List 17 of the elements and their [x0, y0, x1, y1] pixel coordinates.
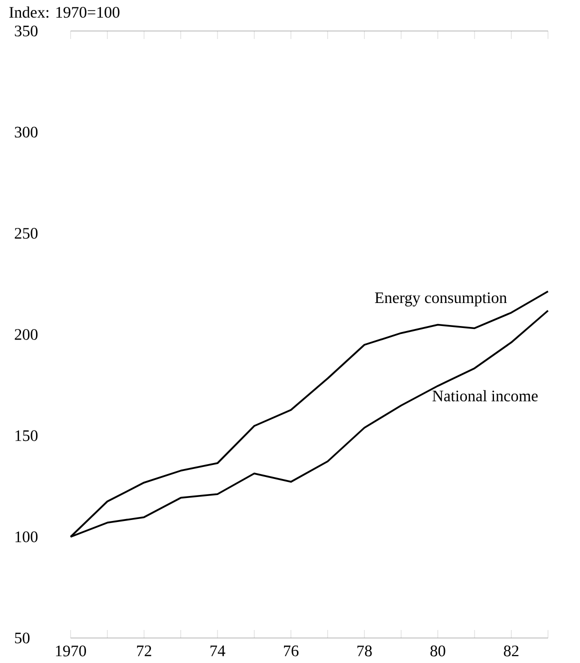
x-tick-label: 1970 — [56, 646, 86, 656]
x-tick-label: 72 — [137, 646, 152, 656]
series-label: National income — [432, 390, 538, 402]
y-tick-label: 250 — [14, 228, 38, 239]
x-tick-label: 74 — [210, 646, 226, 656]
y-tick-label: 300 — [14, 126, 38, 138]
y-tick-label: 350 — [14, 26, 38, 36]
y-axis-title: Index: 1970=100 — [9, 6, 120, 18]
y-tick-label: 50 — [15, 632, 30, 644]
y-tick-label: 200 — [14, 329, 38, 340]
y-tick-label: 150 — [16, 430, 38, 442]
x-tick-label: 82 — [504, 646, 518, 656]
x-tick-label: 80 — [430, 646, 446, 656]
x-tick-label: 76 — [284, 646, 298, 656]
y-tick-label: 100 — [16, 531, 38, 542]
x-tick-label: 78 — [357, 646, 372, 656]
series-label: Energy consumption — [374, 292, 507, 306]
